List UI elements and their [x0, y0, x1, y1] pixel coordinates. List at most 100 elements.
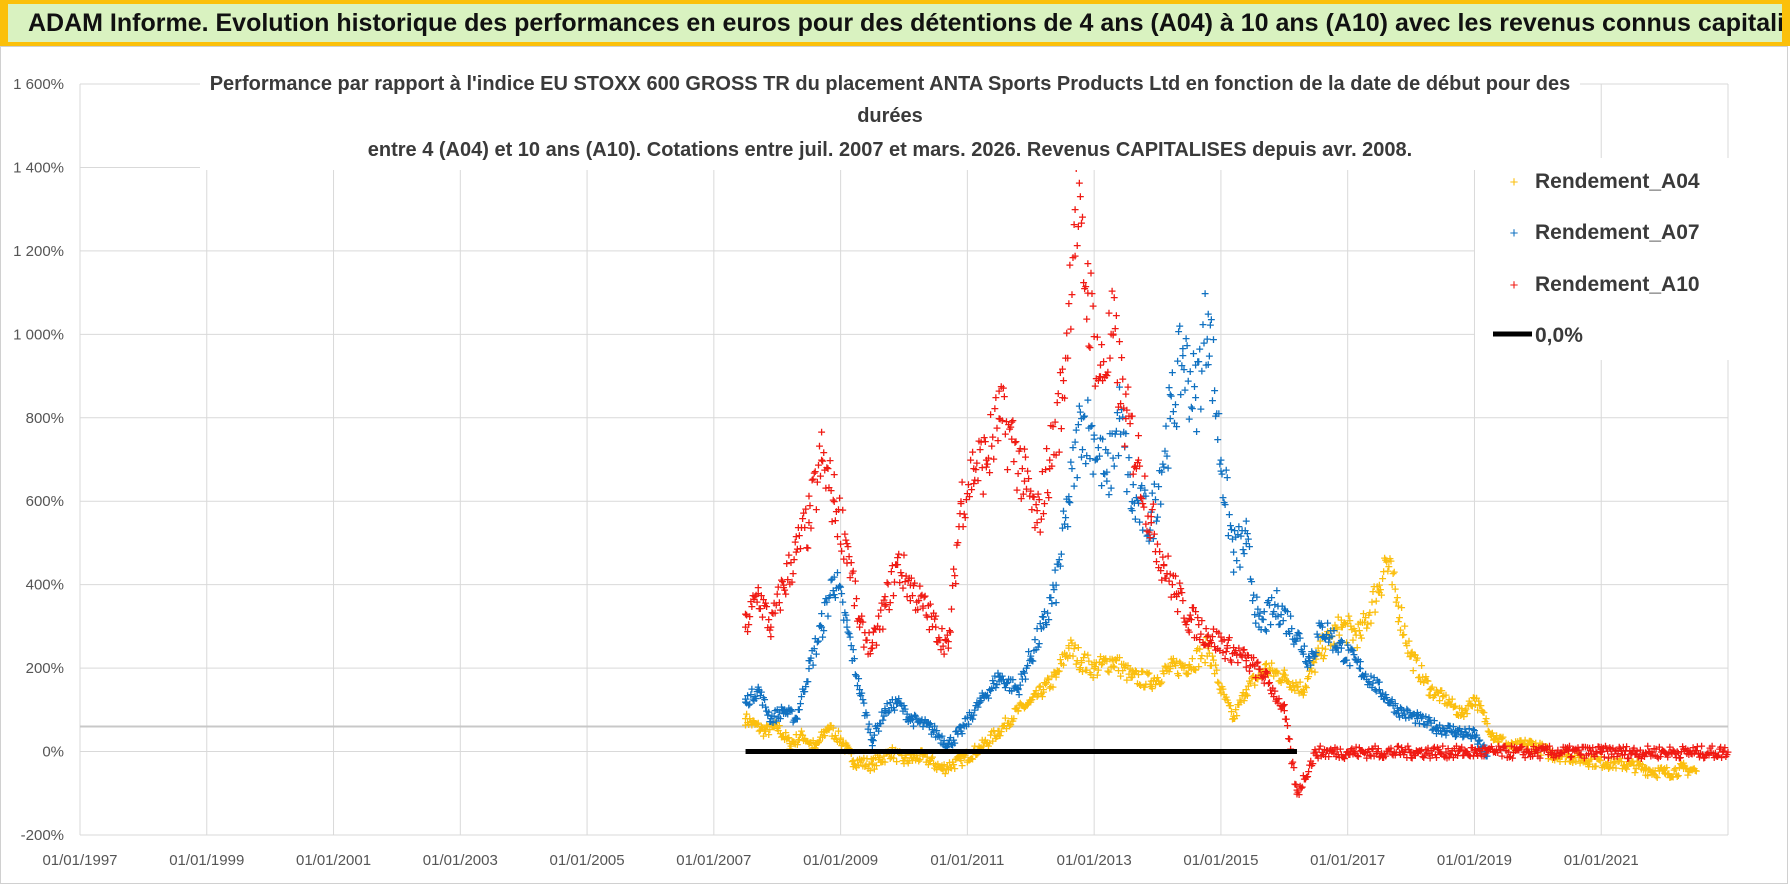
data-point: + — [1625, 757, 1634, 770]
data-point: + — [749, 593, 758, 606]
data-point: + — [932, 724, 941, 737]
data-point: + — [989, 724, 998, 737]
data-point: + — [820, 463, 829, 476]
data-point: + — [887, 701, 896, 714]
data-point: + — [888, 741, 897, 754]
data-point: + — [1190, 380, 1199, 393]
data-point: + — [1405, 650, 1414, 663]
y-tick-label: -200% — [21, 827, 64, 844]
data-point: + — [1185, 661, 1194, 674]
data-point: + — [1186, 660, 1195, 673]
data-point: + — [1210, 667, 1219, 680]
data-point: + — [946, 626, 955, 639]
data-point: + — [1020, 474, 1029, 487]
data-point: + — [802, 675, 811, 688]
data-point: + — [1140, 470, 1149, 483]
data-point: + — [1687, 763, 1696, 776]
data-point: + — [1326, 639, 1335, 652]
data-point: + — [1330, 618, 1339, 631]
data-point: + — [1233, 528, 1242, 541]
data-point: + — [984, 452, 993, 465]
data-point: + — [944, 737, 953, 750]
data-point: + — [1311, 746, 1320, 759]
data-point: + — [880, 704, 889, 717]
data-point: + — [1446, 698, 1455, 711]
data-point: + — [1474, 734, 1483, 747]
data-point: + — [962, 493, 971, 506]
data-point: + — [1522, 742, 1531, 755]
data-point: + — [1331, 621, 1340, 634]
data-point: + — [1373, 674, 1382, 687]
data-point: + — [1142, 529, 1151, 542]
data-point: + — [871, 622, 880, 635]
data-point: + — [1345, 659, 1354, 672]
data-point: + — [1464, 699, 1473, 712]
data-point: + — [946, 761, 955, 774]
data-point: + — [997, 673, 1006, 686]
data-point: + — [854, 758, 863, 771]
data-point: + — [923, 751, 932, 764]
data-point: + — [1175, 320, 1184, 333]
data-point: + — [1216, 464, 1225, 477]
data-point: + — [1642, 762, 1651, 775]
data-point: + — [859, 641, 868, 654]
data-point: + — [1682, 761, 1691, 774]
data-point: + — [860, 760, 869, 773]
data-point: + — [965, 490, 974, 503]
data-point: + — [965, 706, 974, 719]
data-point: + — [1054, 558, 1063, 571]
data-point: + — [1246, 676, 1255, 689]
data-point: + — [1233, 698, 1242, 711]
data-point: + — [942, 741, 951, 754]
data-point: + — [839, 613, 848, 626]
data-point: + — [988, 735, 997, 748]
data-point: + — [1050, 666, 1059, 679]
data-point: + — [1273, 666, 1282, 679]
data-point: + — [1029, 687, 1038, 700]
data-point: + — [949, 733, 958, 746]
data-point: + — [1387, 578, 1396, 591]
data-point: + — [1052, 596, 1061, 609]
data-point: + — [992, 678, 1001, 691]
data-point: + — [980, 735, 989, 748]
data-point: + — [945, 756, 954, 769]
data-point: + — [936, 643, 945, 656]
data-point: + — [1672, 768, 1681, 781]
data-point: + — [1297, 685, 1306, 698]
data-point: + — [1319, 652, 1328, 665]
data-point: + — [1607, 751, 1616, 764]
data-point: + — [1013, 683, 1022, 696]
data-point: + — [1628, 755, 1637, 768]
data-point: + — [1241, 524, 1250, 537]
y-tick-labels: -200%0%200%400%600%800%1 000%1 200%1 400… — [13, 76, 64, 844]
data-point: + — [870, 621, 879, 634]
data-point: + — [950, 762, 959, 775]
data-point: + — [1414, 671, 1423, 684]
data-point: + — [775, 596, 784, 609]
data-point: + — [847, 556, 856, 569]
data-point: + — [1121, 659, 1130, 672]
data-point: + — [1183, 339, 1192, 352]
data-point: + — [961, 748, 970, 761]
data-point: + — [918, 720, 927, 733]
data-point: + — [1223, 471, 1232, 484]
data-point: + — [1511, 735, 1520, 748]
data-point: + — [1481, 750, 1490, 763]
data-point: + — [1572, 745, 1581, 758]
data-point: + — [1530, 741, 1539, 754]
data-point: + — [1132, 665, 1141, 678]
data-point: + — [1635, 758, 1644, 771]
data-point: + — [841, 608, 850, 621]
data-point: + — [818, 731, 827, 744]
data-point: + — [1086, 266, 1095, 279]
data-point: + — [765, 715, 774, 728]
data-point: + — [990, 728, 999, 741]
legend-label-a10: Rendement_A10 — [1535, 273, 1700, 296]
data-point: + — [788, 716, 797, 729]
data-point: + — [1111, 427, 1120, 440]
data-point: + — [1000, 390, 1009, 403]
data-point: + — [1078, 443, 1087, 456]
data-point: + — [1441, 689, 1450, 702]
data-point: + — [833, 530, 842, 543]
data-point: + — [1045, 591, 1054, 604]
